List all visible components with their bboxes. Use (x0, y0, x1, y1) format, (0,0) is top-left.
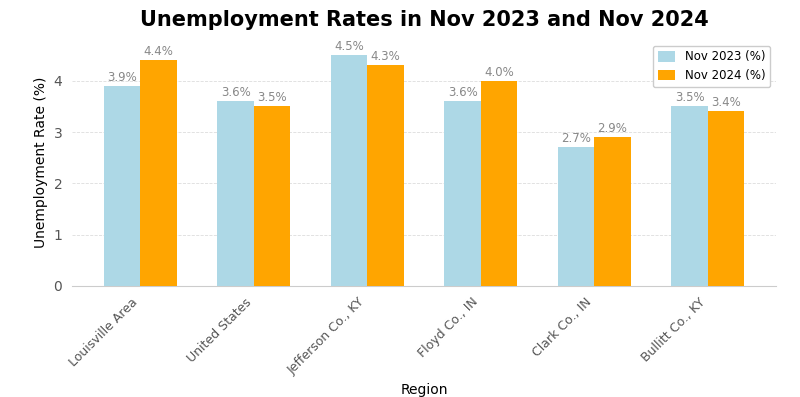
Text: 2.7%: 2.7% (561, 132, 591, 145)
Bar (481, 81, 517, 286)
Bar (104, 86, 140, 286)
Bar (140, 60, 177, 286)
Text: 2.9%: 2.9% (598, 122, 627, 135)
Bar (708, 112, 744, 286)
Bar (594, 137, 630, 286)
Bar (558, 147, 594, 286)
Text: 3.6%: 3.6% (448, 86, 478, 99)
Text: 3.5%: 3.5% (257, 91, 286, 104)
Title: Unemployment Rates in Nov 2023 and Nov 2024: Unemployment Rates in Nov 2023 and Nov 2… (140, 10, 708, 30)
Text: 4.4%: 4.4% (143, 45, 174, 58)
Text: 4.5%: 4.5% (334, 40, 364, 53)
Text: 3.9%: 3.9% (107, 71, 137, 84)
Bar (445, 101, 481, 286)
Text: 3.4%: 3.4% (711, 96, 741, 110)
Y-axis label: Unemployment Rate (%): Unemployment Rate (%) (34, 77, 48, 249)
Bar (254, 106, 290, 286)
Bar (218, 101, 254, 286)
Legend: Nov 2023 (%), Nov 2024 (%): Nov 2023 (%), Nov 2024 (%) (653, 46, 770, 87)
Text: 3.5%: 3.5% (674, 91, 704, 104)
Bar (367, 66, 403, 286)
Bar (671, 106, 708, 286)
Text: 4.3%: 4.3% (370, 50, 400, 63)
Text: 3.6%: 3.6% (221, 86, 250, 99)
Bar (331, 55, 367, 286)
X-axis label: Region: Region (400, 383, 448, 397)
Text: 4.0%: 4.0% (484, 66, 514, 79)
